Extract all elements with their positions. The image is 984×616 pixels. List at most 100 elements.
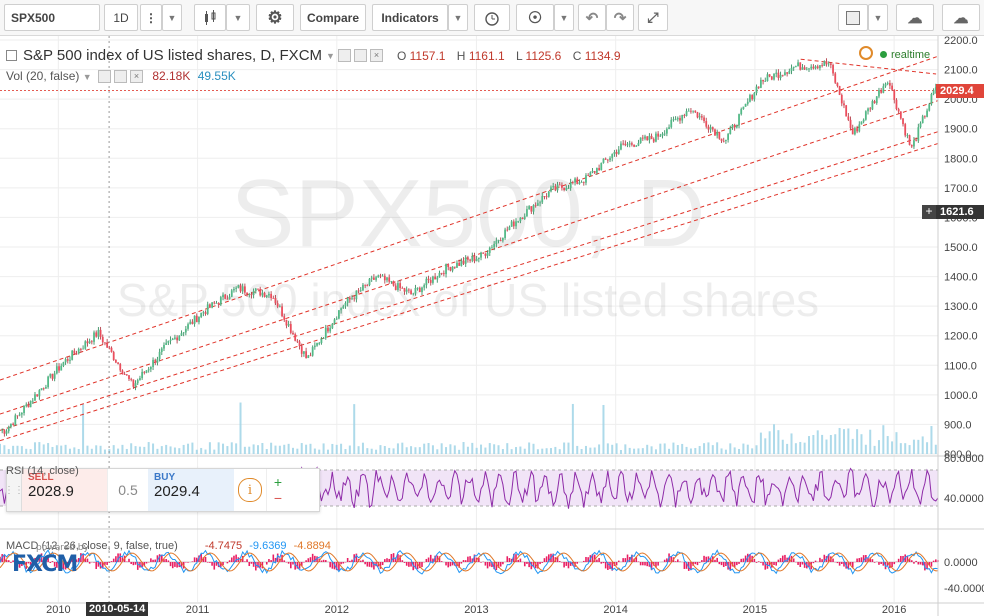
eye-icon[interactable] [97,70,111,84]
macd-histogram-bar [622,558,624,562]
chevron-down-icon[interactable]: ▼ [82,72,92,82]
volume-bar [886,436,889,454]
macd-histogram-bar [847,562,850,570]
macd-histogram-bar [176,562,178,568]
price-candle [864,111,867,120]
macd-histogram-bar [480,562,482,563]
indicators-dropdown[interactable]: ▼ [448,4,468,31]
macd-histogram-bar [195,557,198,562]
undo-button[interactable]: ↶ [578,4,606,31]
more-dots-icon: ⋮ [145,10,157,25]
price-candle [436,277,439,280]
price-candle [495,240,498,244]
minus-icon[interactable]: − [273,490,283,506]
candlestick-icon [205,9,216,25]
price-candle [268,293,270,296]
info-button[interactable]: i [234,469,266,511]
save-cloud-button[interactable]: ☁ [896,4,934,31]
price-candle [910,144,913,147]
settings-small-icon[interactable] [353,49,367,62]
macd-histogram-bar [307,558,310,562]
volume-legend: Vol (20, false) ▼ × 82.18K 49.55K [6,69,236,84]
macd-histogram-bar [82,553,84,562]
drag-handle-icon[interactable]: ⋮⋮ [4,469,24,511]
price-candle [458,262,461,266]
price-candle [854,128,856,135]
price-candle [75,353,78,355]
interval-menu-button[interactable]: ⋮ [140,4,162,31]
collapse-icon[interactable] [6,50,17,61]
layout-dropdown[interactable]: ▼ [868,4,888,31]
price-candle [753,93,756,100]
chart-style-dropdown[interactable]: ▼ [226,4,250,31]
volume-bar [825,439,828,454]
macd-histogram-bar [75,559,78,562]
price-candle [276,303,279,307]
price-candle [51,373,54,379]
settings-button[interactable]: ⚙ [256,4,294,31]
volume-bar [698,445,701,454]
price-candle [840,94,843,104]
fullscreen-button[interactable]: ⤢ [638,4,668,31]
price-candle [49,373,52,377]
plus-icon[interactable]: + [273,474,283,490]
layout-button[interactable] [838,4,868,31]
sell-button[interactable]: SELL 2028.9 [22,469,108,511]
price-candle [880,90,883,93]
price-candle [506,229,509,231]
settings-small-icon[interactable] [113,70,127,84]
alarm-clock-icon [485,11,499,26]
macd-histogram-bar [495,562,498,571]
volume-bar [379,445,382,454]
chevron-down-icon: ▼ [233,12,243,23]
volume-bar [545,448,548,454]
symbol-input[interactable]: SPX500 [4,4,100,31]
macd-histogram-bar [16,562,19,568]
price-candle [759,79,762,88]
volume-bar [117,448,120,454]
interval-button[interactable]: 1D [104,4,138,31]
y-tick-label: 1000.0 [944,390,978,402]
price-candle [366,284,369,286]
trend-channel-line [0,100,939,415]
macd-histogram-bar [631,554,633,562]
macd-histogram-bar [528,562,530,568]
load-cloud-button[interactable]: ☁ [942,4,980,31]
plus-icon[interactable]: + [922,205,936,219]
chevron-down-icon[interactable]: ▼ [326,50,335,61]
macd-histogram-bar [891,562,893,567]
eye-icon[interactable] [337,49,351,62]
redo-button[interactable]: ↷ [606,4,634,31]
macd-histogram-bar [145,562,148,564]
clock-icon[interactable] [859,46,873,60]
replay-button[interactable]: ☉ [516,4,554,31]
compare-button[interactable]: Compare [300,4,366,31]
price-candle [200,312,203,317]
price-candle [720,138,723,141]
macd-histogram-bar [434,555,436,562]
replay-dropdown[interactable]: ▼ [554,4,574,31]
price-candle [869,108,872,110]
chart-style-button[interactable] [194,4,226,31]
interval-dropdown-button[interactable]: ▼ [162,4,182,31]
price-candle [237,285,240,288]
cloud-upload-icon: ☁ [953,9,969,27]
price-candle [779,74,782,78]
macd-histogram-bar [438,556,441,562]
close-small-icon[interactable]: × [129,70,143,84]
macd-histogram-bar [567,562,570,569]
volume-bar [646,444,649,454]
indicators-button[interactable]: Indicators [372,4,448,31]
alert-button[interactable] [474,4,510,31]
quantity-stepper[interactable]: + − [266,469,289,511]
chart-area[interactable]: SPX500, D S&P 500 index of US listed shar… [0,36,984,616]
fxcm-logo[interactable]: powered by FXCM [12,543,89,577]
macd-histogram-bar [121,557,124,562]
price-candle [165,342,168,345]
price-candle [320,338,323,343]
price-candle [355,290,358,300]
buy-button[interactable]: BUY 2029.4 [148,469,234,511]
realtime-indicator: realtime [880,49,930,61]
close-small-icon[interactable]: × [369,49,383,62]
price-candle [569,182,572,189]
